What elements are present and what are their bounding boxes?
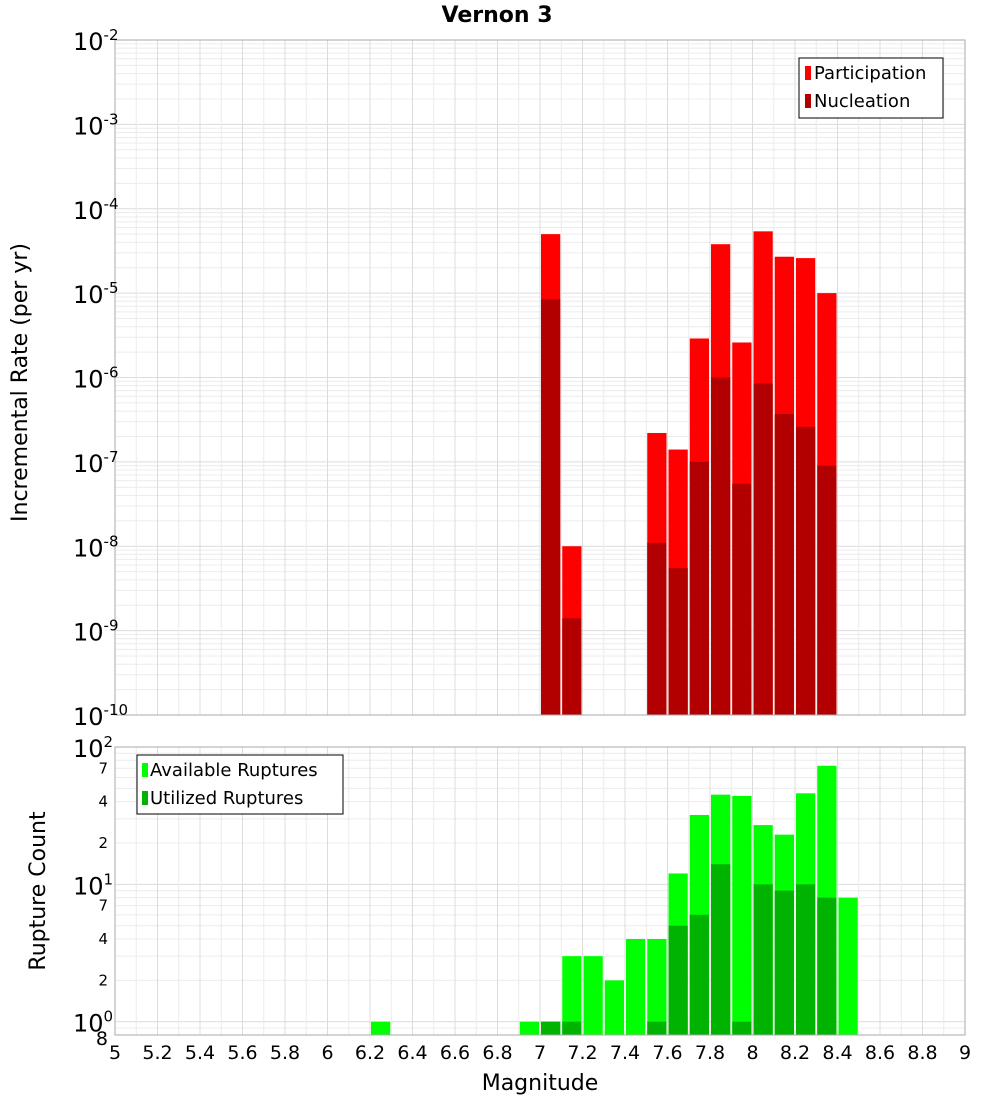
nucleation-bar bbox=[562, 618, 582, 715]
y-minor-tick-label: 2 bbox=[98, 971, 108, 989]
y-minor-tick-label: 4 bbox=[98, 930, 108, 948]
utilized-ruptures-bar bbox=[753, 884, 773, 1035]
utilized-ruptures-bar bbox=[711, 864, 731, 1035]
x-tick-label: 6.6 bbox=[440, 1042, 470, 1064]
legend-label: Nucleation bbox=[814, 91, 910, 112]
y-tick-label: 10-6 bbox=[73, 364, 119, 394]
legend-swatch bbox=[805, 66, 811, 80]
x-tick-label: 8.6 bbox=[865, 1042, 895, 1064]
x-tick-label: 5.8 bbox=[270, 1042, 300, 1064]
available-ruptures-bar bbox=[371, 1021, 391, 1035]
x-tick-label: 6 bbox=[321, 1042, 333, 1064]
utilized-ruptures-bar bbox=[774, 890, 794, 1035]
utilized-ruptures-bar bbox=[817, 897, 837, 1035]
utilized-ruptures-bar bbox=[562, 1021, 582, 1035]
x-tick-label: 8 bbox=[746, 1042, 758, 1064]
x-tick-label: 7 bbox=[534, 1042, 546, 1064]
utilized-ruptures-bar bbox=[668, 925, 688, 1035]
nucleation-bar bbox=[711, 377, 731, 715]
y-tick-label: 10-5 bbox=[73, 279, 119, 309]
top-y-axis-title: Incremental Rate (per yr) bbox=[8, 243, 33, 522]
nucleation-bar bbox=[668, 568, 688, 715]
utilized-ruptures-bar bbox=[541, 1021, 561, 1035]
top-panel: 10-2 10-3 10-4 10-5 10-6 10-7 10-8 10-9 10-10 Inc… bbox=[8, 26, 966, 731]
y-tick-label: 10-2 bbox=[73, 26, 119, 56]
y-tick-label: 102 bbox=[73, 733, 113, 763]
utilized-ruptures-bar bbox=[732, 1021, 752, 1035]
x-tick-label: 8.8 bbox=[907, 1042, 937, 1064]
y-tick-label: 10-9 bbox=[73, 617, 119, 647]
x-tick-label: 5 bbox=[109, 1042, 121, 1064]
series-utilized-ruptures bbox=[541, 864, 837, 1035]
y-minor-tick-label: 7 bbox=[98, 897, 108, 915]
utilized-ruptures-bar bbox=[647, 1021, 667, 1035]
y-tick-label: 10-4 bbox=[73, 195, 119, 225]
x-tick-label: 7.2 bbox=[567, 1042, 597, 1064]
series-nucleation bbox=[541, 299, 837, 715]
legend-swatch bbox=[142, 791, 148, 805]
top-plot-frame bbox=[114, 39, 966, 716]
y-tick-label: 101 bbox=[73, 870, 113, 900]
x-tick-label: 8.2 bbox=[780, 1042, 810, 1064]
available-ruptures-bar bbox=[838, 897, 858, 1035]
available-ruptures-bar bbox=[647, 939, 667, 1035]
available-ruptures-bar bbox=[604, 980, 624, 1035]
y-minor-tick-label: 4 bbox=[98, 793, 108, 811]
x-tick-label: 7.8 bbox=[695, 1042, 725, 1064]
nucleation-bar bbox=[774, 413, 794, 715]
bottom-panel: 102 101 100 7 4 2 7 4 2 8 Rupture Count Available R… bbox=[26, 733, 966, 1050]
x-tick-label: 9 bbox=[959, 1042, 971, 1064]
x-axis: 5 5.2 5.4 5.6 5.8 6 6.2 6.4 6.6 6.8 7 7.2 7.4 7.6 7.8 8… bbox=[109, 1042, 971, 1096]
bottom-legend: Available Ruptures Utilized Ruptures bbox=[136, 754, 344, 815]
x-tick-label: 5.2 bbox=[142, 1042, 172, 1064]
legend-label: Utilized Ruptures bbox=[150, 788, 303, 809]
x-tick-label: 5.4 bbox=[185, 1042, 215, 1064]
nucleation-bar bbox=[753, 383, 773, 715]
y-minor-tick-label: 8 bbox=[96, 1028, 108, 1050]
x-tick-label: 5.6 bbox=[227, 1042, 257, 1064]
x-axis-title: Magnitude bbox=[482, 1071, 599, 1096]
available-ruptures-bar bbox=[583, 956, 603, 1035]
nucleation-bar bbox=[817, 465, 837, 715]
y-tick-label: 100 bbox=[73, 1008, 113, 1038]
x-tick-label: 6.2 bbox=[355, 1042, 385, 1064]
y-tick-label: 10-10 bbox=[73, 701, 128, 731]
legend-swatch bbox=[142, 763, 148, 777]
utilized-ruptures-bar bbox=[796, 884, 816, 1035]
bottom-plot-frame bbox=[114, 746, 966, 1036]
x-tick-label: 7.6 bbox=[652, 1042, 682, 1064]
x-tick-label: 6.4 bbox=[397, 1042, 427, 1064]
y-tick-label: 10-7 bbox=[73, 448, 119, 478]
y-minor-tick-label: 7 bbox=[98, 759, 108, 777]
utilized-ruptures-bar bbox=[689, 914, 709, 1035]
legend-swatch bbox=[805, 94, 811, 108]
top-y-ticks: 10-2 10-3 10-4 10-5 10-6 10-7 10-8 10-9 10-10 bbox=[73, 26, 128, 731]
x-tick-label: 8.4 bbox=[822, 1042, 852, 1064]
top-grid bbox=[114, 40, 966, 716]
nucleation-bar bbox=[541, 299, 561, 715]
nucleation-bar bbox=[647, 542, 667, 715]
legend-label: Available Ruptures bbox=[150, 760, 318, 781]
available-ruptures-bar bbox=[626, 939, 646, 1035]
top-legend: Participation Nucleation bbox=[798, 57, 944, 119]
nucleation-bar bbox=[732, 483, 752, 715]
x-tick-label: 6.8 bbox=[482, 1042, 512, 1064]
available-ruptures-bar bbox=[732, 795, 752, 1035]
legend-box bbox=[136, 754, 344, 815]
x-tick-label: 7.4 bbox=[610, 1042, 640, 1064]
available-ruptures-bar bbox=[562, 956, 582, 1035]
nucleation-bar bbox=[796, 426, 816, 715]
bottom-y-axis-title: Rupture Count bbox=[26, 811, 51, 971]
nucleation-bar bbox=[689, 461, 709, 715]
y-tick-label: 10-3 bbox=[73, 110, 119, 140]
legend-label: Participation bbox=[814, 63, 926, 84]
legend-box bbox=[798, 57, 944, 119]
y-tick-label: 10-8 bbox=[73, 532, 119, 562]
y-minor-tick-label: 2 bbox=[98, 834, 108, 852]
bottom-y-ticks: 102 101 100 7 4 2 7 4 2 8 bbox=[73, 733, 113, 1050]
chart-title: Vernon 3 bbox=[442, 3, 553, 28]
available-ruptures-bar bbox=[519, 1021, 539, 1035]
